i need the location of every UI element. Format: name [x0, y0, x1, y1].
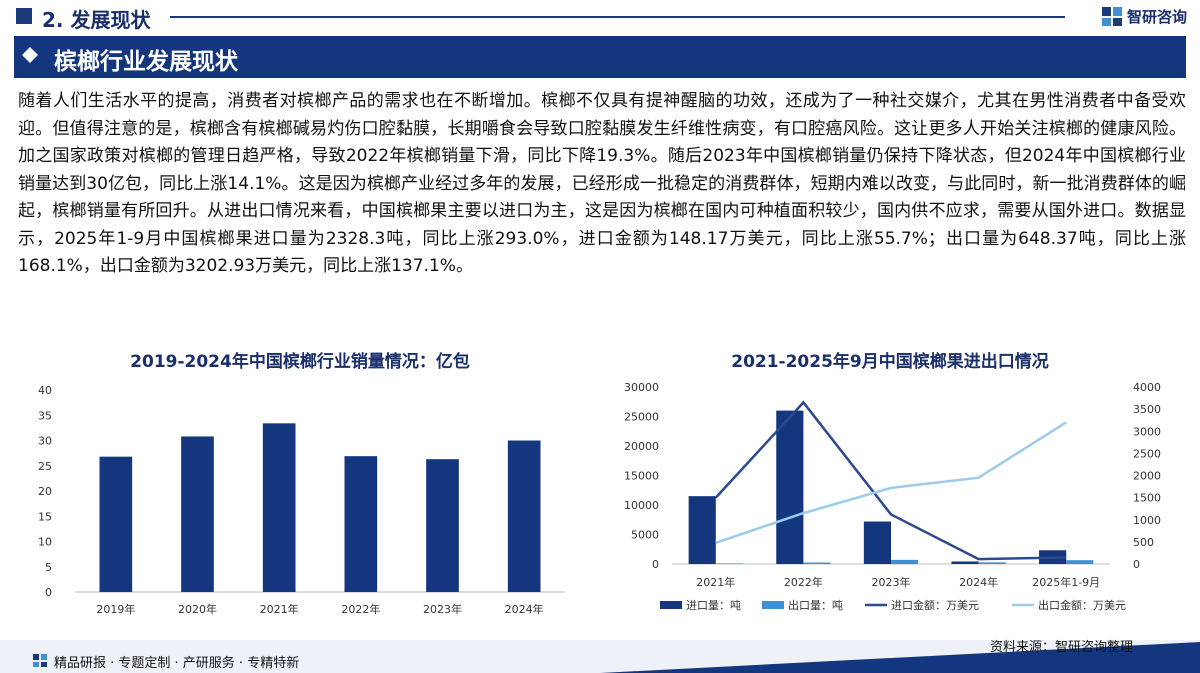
chart1-bar-5: [507, 440, 541, 592]
chart1-y-tick-7: 35: [38, 409, 52, 422]
import-export-chart: 0 5000 10000 15000 20000 25000 30000 0 500 1000 15…: [624, 381, 1161, 612]
chart1-bar-0: [99, 456, 133, 592]
chart2-x-tick-1: 2022年: [784, 575, 823, 589]
chart2-bar-0-3: [951, 561, 979, 564]
chart2-y-right-tick-7: 3500: [1133, 403, 1161, 416]
chart2-bar-0-2: [863, 521, 891, 564]
chart2-legend-label-3: 出口金额：万美元: [1038, 598, 1126, 612]
chart1-x-tick-0: 2019年: [96, 602, 135, 616]
chart1-x-tick-2: 2021年: [260, 602, 299, 616]
chart2-legend-swatch-1: [762, 601, 784, 609]
page-title: 槟榔行业发展现状: [54, 49, 238, 75]
chart1-y-tick-5: 25: [38, 460, 52, 473]
chart2-y-right-tick-8: 4000: [1133, 381, 1161, 394]
chart1-bar-4: [426, 459, 459, 592]
chart2-bar-0-1: [776, 410, 804, 564]
chart2-y-left-tick-1: 5000: [631, 529, 659, 542]
chart2-y-right-tick-6: 3000: [1133, 425, 1161, 438]
chart1-y-tick-2: 10: [38, 536, 52, 549]
chart2-y-left-tick-0: 0: [652, 558, 659, 571]
chart2-x-tick-0: 2021年: [696, 575, 735, 589]
chart2-x-tick-2: 2023年: [872, 575, 911, 589]
chart2-legend-swatch-0: [660, 601, 682, 609]
chart2-y-left-tick-6: 30000: [624, 381, 659, 394]
logo-text: 智研咨询: [1127, 8, 1188, 26]
chart1-y-tick-1: 5: [45, 561, 52, 574]
chart1-bar-3: [344, 456, 378, 592]
chart1-x-tick-5: 2024年: [505, 602, 544, 616]
chart2-bar-1-1: [803, 562, 831, 564]
chart1-y-tick-0: 0: [45, 586, 52, 599]
chart2-y-right-tick-1: 500: [1133, 536, 1154, 549]
chart2-y-left-tick-3: 15000: [624, 470, 659, 483]
chart2-bar-1-4: [1066, 560, 1094, 564]
chart1-y-tick-3: 15: [38, 510, 52, 523]
chart2-y-left-tick-2: 10000: [624, 499, 659, 512]
chart2-line-1: [715, 421, 1067, 544]
header-divider: [170, 16, 1065, 18]
chart1-x-tick-4: 2023年: [423, 602, 462, 616]
chart2-legend-label-0: 进口量：吨: [686, 599, 741, 612]
sales-bar-chart: 0 5 10 15 20 25 30 35 40 2019年 2020年 2021年 2022年 2023…: [38, 384, 565, 616]
footer-slogan: 精品研报 · 专题定制 · 产研服务 · 专精特新: [54, 656, 300, 671]
logo-icon: [1102, 7, 1122, 26]
chart2-bar-0-0: [688, 496, 716, 564]
footer-bar: [0, 640, 1200, 673]
chart2-y-left-tick-4: 20000: [624, 440, 659, 453]
source-note: 资料来源：智研咨询整理: [990, 640, 1134, 655]
chart1-x-tick-3: 2022年: [341, 602, 380, 616]
section-title: 2. 发展现状: [42, 8, 151, 32]
chart1-bar-1: [181, 436, 214, 592]
chart2-legend-label-2: 进口金额：万美元: [891, 598, 979, 612]
chart2-legend-label-1: 出口量：吨: [788, 598, 843, 612]
footer-logo-icon: [33, 654, 47, 667]
chart2-y-right-tick-4: 2000: [1133, 470, 1161, 483]
diamond-icon: [22, 47, 38, 63]
chart2-bar-1-0: [715, 563, 743, 564]
chart2-y-left-tick-5: 25000: [624, 411, 659, 424]
chart2-y-right-tick-5: 2500: [1133, 447, 1161, 460]
chart1-y-tick-8: 40: [38, 384, 52, 397]
chart1-x-tick-1: 2020年: [178, 602, 217, 616]
chart2-line-0: [714, 400, 1067, 561]
chart1-title: 2019-2024年中国槟榔行业销量情况：亿包: [130, 352, 470, 372]
chart1-y-tick-4: 20: [38, 485, 52, 498]
chart2-y-right-tick-3: 1500: [1133, 492, 1161, 505]
section-marker: [16, 8, 32, 24]
chart1-y-tick-6: 30: [38, 435, 52, 448]
chart2-bar-1-3: [978, 562, 1006, 564]
body-paragraph: 随着人们生活水平的提高，消费者对槟榔产品的需求也在不断增加。槟榔不仅具有提神醒脑…: [18, 91, 1186, 276]
title-banner: [14, 36, 1186, 78]
chart2-x-tick-3: 2024年: [959, 575, 998, 589]
chart1-bar-2: [262, 423, 296, 592]
chart2-bar-1-2: [891, 559, 919, 564]
chart2-title: 2021-2025年9月中国槟榔果进出口情况: [731, 352, 1049, 372]
chart2-y-right-tick-2: 1000: [1133, 514, 1161, 527]
chart2-x-tick-4: 2025年1-9月: [1032, 575, 1100, 589]
chart2-y-right-tick-0: 0: [1133, 558, 1140, 571]
